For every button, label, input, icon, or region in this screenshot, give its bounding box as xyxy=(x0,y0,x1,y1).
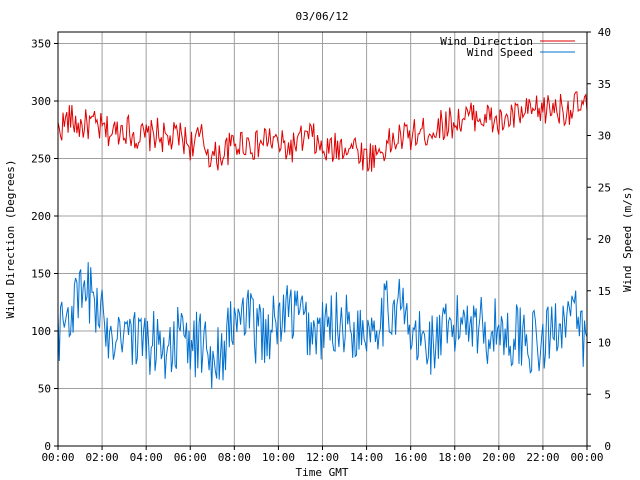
x-tick-label: 14:00 xyxy=(350,451,383,464)
series-layer xyxy=(57,91,588,389)
left-tick-label: 350 xyxy=(31,38,51,51)
x-tick-label: 02:00 xyxy=(86,451,119,464)
grid xyxy=(58,32,587,446)
right-tick-label: 25 xyxy=(598,181,611,194)
x-tick-label: 22:00 xyxy=(526,451,559,464)
wind-direction-line xyxy=(57,91,588,172)
left-tick-label: 200 xyxy=(31,210,51,223)
x-tick-label: 18:00 xyxy=(438,451,471,464)
left-tick-label: 0 xyxy=(44,440,51,453)
x-tick-label: 04:00 xyxy=(130,451,163,464)
right-tick-label: 30 xyxy=(598,130,611,143)
right-tick-label: 10 xyxy=(598,337,611,350)
wind-speed-line xyxy=(57,262,588,389)
right-tick-label: 5 xyxy=(604,388,611,401)
right-tick-label: 20 xyxy=(598,233,611,246)
x-tick-label: 00:00 xyxy=(570,451,603,464)
right-tick-label: 0 xyxy=(604,440,611,453)
left-tick-label: 150 xyxy=(31,268,51,281)
left-axis-ticks: 0 50 100 150 200 250 300 350 xyxy=(31,38,58,453)
legend-entry-wind-direction: Wind Direction xyxy=(440,35,533,48)
right-axis-label: Wind Speed (m/s) xyxy=(621,186,634,292)
x-tick-label: 08:00 xyxy=(218,451,251,464)
x-tick-label: 16:00 xyxy=(394,451,427,464)
left-tick-label: 50 xyxy=(38,383,51,396)
left-tick-label: 100 xyxy=(31,325,51,338)
legend-entry-wind-speed: Wind Speed xyxy=(467,46,533,59)
x-axis-label: Time GMT xyxy=(296,466,349,479)
x-tick-label: 06:00 xyxy=(174,451,207,464)
x-tick-label: 20:00 xyxy=(482,451,515,464)
x-tick-label: 12:00 xyxy=(306,451,339,464)
x-tick-label: 10:00 xyxy=(262,451,295,464)
right-tick-label: 35 xyxy=(598,78,611,91)
x-axis-ticks: 00:00 02:00 04:00 06:00 08:00 10:00 12:00 14:00… xyxy=(41,446,604,464)
left-axis-label: Wind Direction (Degrees) xyxy=(4,160,17,319)
chart-title: 03/06/12 xyxy=(296,10,349,23)
right-tick-label: 40 xyxy=(598,26,611,39)
right-tick-label: 15 xyxy=(598,285,611,298)
x-tick-label: 00:00 xyxy=(41,451,74,464)
left-tick-label: 250 xyxy=(31,153,51,166)
left-tick-label: 300 xyxy=(31,95,51,108)
right-axis-ticks: 0 5 10 15 20 25 30 35 40 xyxy=(587,26,611,453)
